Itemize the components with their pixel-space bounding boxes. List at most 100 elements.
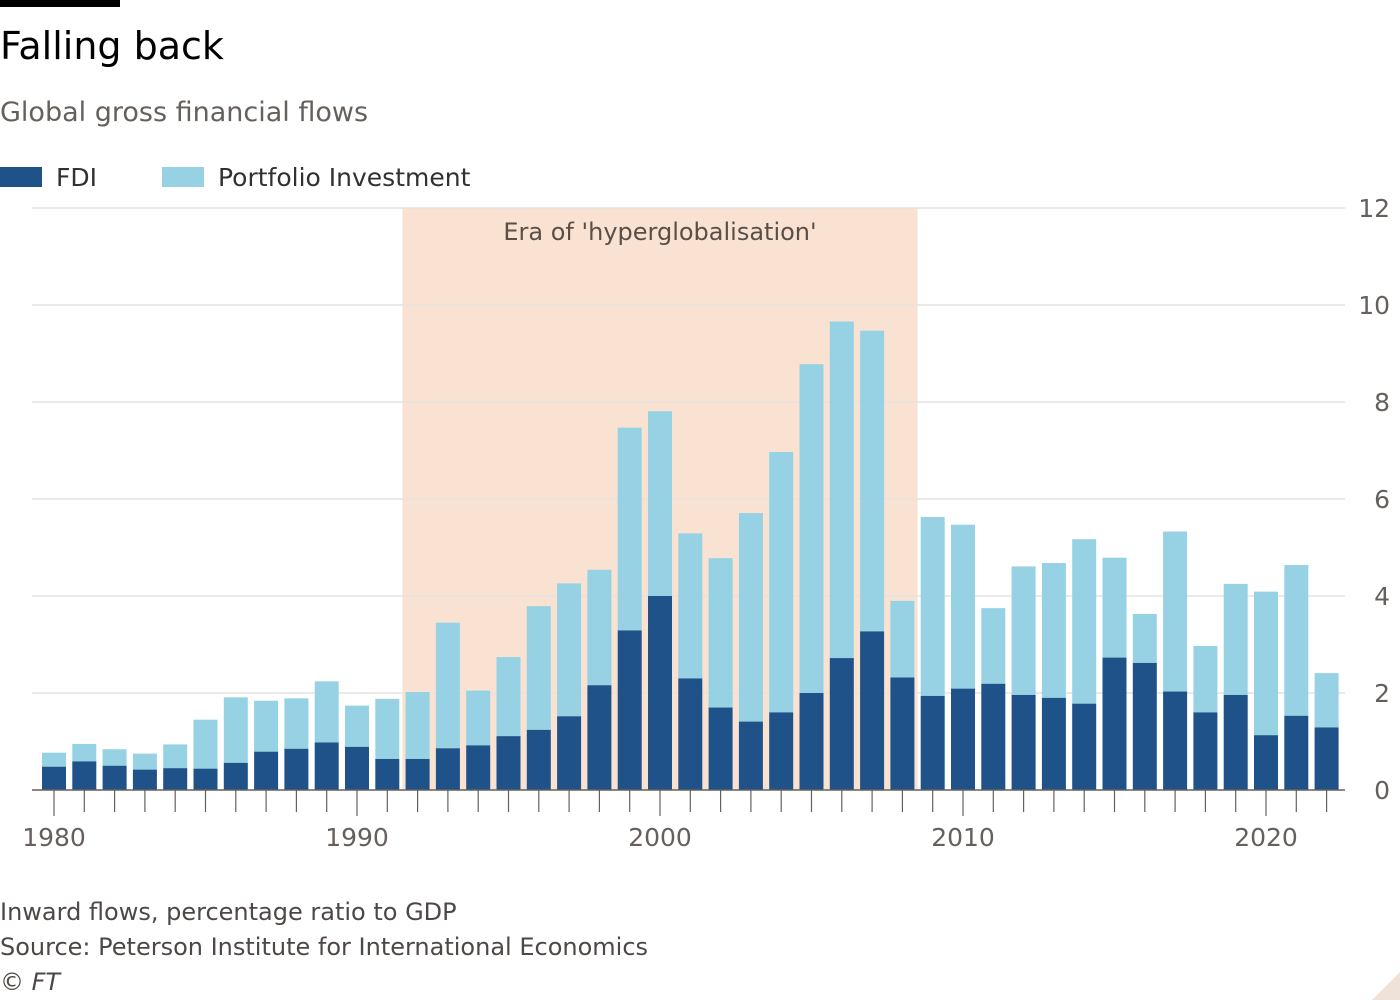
bar-fdi-2021 (1284, 715, 1309, 790)
bar-fdi-1983 (132, 769, 157, 790)
bar-fdi-2012 (1011, 694, 1036, 790)
corner-fold (1372, 972, 1400, 1000)
bar-fdi-1999 (617, 630, 642, 790)
bar-portfolio-2001 (678, 533, 703, 679)
bar-fdi-2014 (1072, 703, 1097, 790)
y-tick-label-2: 2 (1374, 679, 1390, 708)
bar-portfolio-2008 (890, 600, 915, 678)
bar-fdi-1982 (102, 765, 127, 790)
bar-portfolio-1994 (466, 690, 491, 746)
y-tick-label-12: 12 (1358, 194, 1390, 223)
bar-fdi-2006 (829, 658, 854, 790)
footnote-units: Inward flows, percentage ratio to GDP (0, 898, 457, 926)
bar-fdi-1994 (466, 745, 491, 790)
x-tick-label-2000: 2000 (628, 823, 692, 852)
x-tick-label-1990: 1990 (325, 823, 389, 852)
era-label: Era of 'hyperglobalisation' (503, 218, 816, 246)
bar-fdi-2002 (708, 707, 733, 790)
y-tick-label-0: 0 (1374, 776, 1390, 805)
bar-portfolio-2010 (951, 524, 975, 689)
bar-fdi-1998 (587, 685, 612, 790)
bar-portfolio-1991 (375, 698, 400, 759)
bar-portfolio-2018 (1193, 645, 1218, 713)
bar-portfolio-1986 (223, 697, 248, 763)
bar-portfolio-2022 (1314, 673, 1339, 728)
bar-portfolio-1993 (435, 622, 460, 749)
bar-fdi-1991 (375, 758, 400, 790)
bar-fdi-1980 (42, 766, 66, 790)
bar-portfolio-1988 (284, 698, 309, 749)
legend-swatch-portfolio (162, 167, 204, 187)
bar-fdi-1995 (496, 736, 521, 790)
bar-portfolio-1999 (617, 427, 642, 631)
bar-fdi-2013 (1041, 697, 1066, 790)
bar-portfolio-1983 (132, 753, 157, 770)
bar-fdi-2009 (920, 695, 945, 790)
bar-fdi-1992 (405, 758, 430, 790)
bar-fdi-1985 (193, 768, 218, 790)
bar-portfolio-1982 (102, 749, 127, 766)
bar-portfolio-2021 (1284, 564, 1309, 716)
bar-fdi-2010 (951, 688, 975, 790)
bar-portfolio-2004 (769, 451, 794, 713)
footnote-source: Source: Peterson Institute for Internati… (0, 933, 649, 961)
bar-fdi-1993 (435, 748, 460, 790)
bar-portfolio-1992 (405, 692, 430, 759)
bar-fdi-2008 (890, 677, 915, 790)
bar-portfolio-1989 (314, 681, 339, 743)
copyright: © FT (0, 968, 61, 996)
bar-fdi-1990 (345, 746, 369, 790)
brand-bar (0, 0, 120, 7)
bar-portfolio-1996 (526, 606, 551, 730)
bar-portfolio-2009 (920, 516, 945, 696)
bar-portfolio-2007 (860, 330, 885, 632)
legend-swatch-fdi (0, 167, 42, 187)
bar-portfolio-1997 (557, 583, 582, 717)
bar-portfolio-2012 (1011, 566, 1036, 695)
bar-portfolio-2003 (738, 513, 763, 722)
bar-portfolio-2017 (1163, 531, 1188, 692)
bar-fdi-2007 (860, 631, 885, 790)
bar-fdi-2001 (678, 678, 703, 790)
legend-item-portfolio: Portfolio Investment (162, 162, 470, 192)
bar-portfolio-1987 (254, 700, 279, 752)
legend-label-portfolio: Portfolio Investment (218, 162, 471, 192)
bar-fdi-2020 (1254, 735, 1278, 790)
y-tick-label-10: 10 (1358, 291, 1390, 320)
bar-portfolio-1998 (587, 569, 612, 686)
bar-portfolio-1980 (42, 752, 66, 767)
bar-fdi-2015 (1102, 657, 1127, 790)
x-tick-label-1980: 1980 (22, 823, 86, 852)
bar-portfolio-2016 (1132, 613, 1157, 663)
chart-title: Falling back (0, 24, 224, 68)
bar-portfolio-2019 (1223, 583, 1248, 695)
bar-portfolio-1990 (345, 705, 369, 747)
y-tick-label-4: 4 (1374, 582, 1390, 611)
bar-portfolio-2020 (1254, 591, 1278, 736)
bar-fdi-2004 (769, 712, 794, 790)
bar-portfolio-2014 (1072, 539, 1097, 704)
chart-subtitle: Global gross financial flows (0, 97, 369, 128)
bar-fdi-1997 (557, 716, 582, 790)
y-tick-label-8: 8 (1374, 388, 1390, 417)
bar-fdi-1981 (72, 761, 97, 790)
bar-fdi-2017 (1163, 691, 1188, 790)
bar-portfolio-2002 (708, 558, 733, 708)
bar-portfolio-1985 (193, 719, 218, 769)
bar-fdi-2005 (799, 693, 824, 790)
bar-fdi-2000 (648, 596, 672, 790)
bar-fdi-1986 (223, 762, 248, 790)
bar-fdi-2019 (1223, 694, 1248, 790)
bar-portfolio-2011 (981, 608, 1006, 684)
y-tick-label-6: 6 (1374, 485, 1390, 514)
bar-fdi-1996 (526, 729, 551, 790)
bar-portfolio-2006 (829, 321, 854, 659)
bar-fdi-1987 (254, 751, 279, 790)
legend-item-fdi: FDI (0, 162, 97, 192)
x-tick-label-2010: 2010 (931, 823, 995, 852)
legend-label-fdi: FDI (56, 162, 98, 192)
bar-portfolio-2015 (1102, 557, 1127, 658)
bar-fdi-2011 (981, 683, 1006, 790)
bar-fdi-2016 (1132, 662, 1157, 790)
